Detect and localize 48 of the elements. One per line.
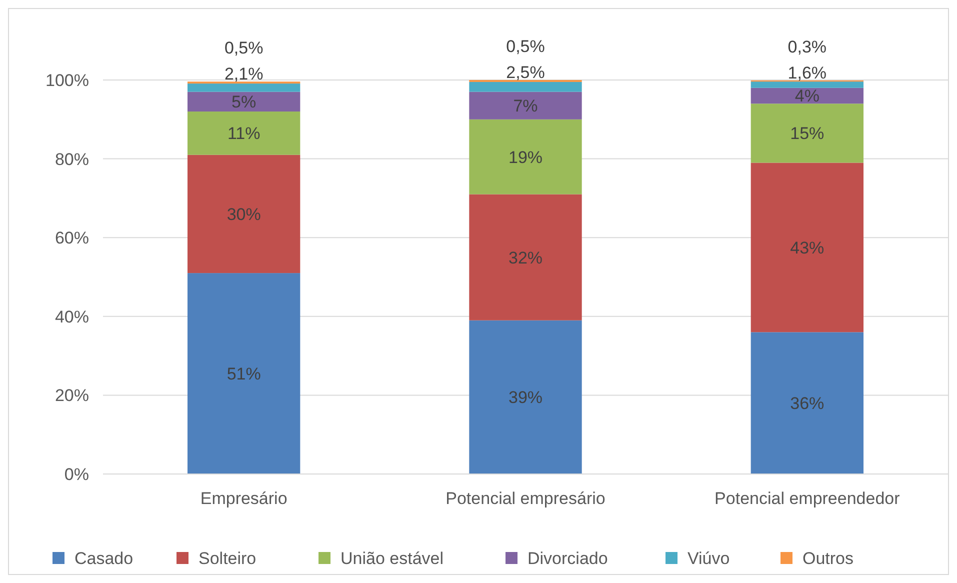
y-tick-label: 0% <box>64 464 89 484</box>
data-label: 7% <box>513 96 538 116</box>
bar <box>469 194 582 320</box>
data-label: 0,3% <box>788 37 827 56</box>
x-tick-label: Potencial empresário <box>446 489 606 508</box>
bar <box>469 82 582 92</box>
bar <box>469 92 582 120</box>
data-label: 43% <box>790 238 824 258</box>
y-tick-label: 100% <box>46 70 89 90</box>
data-label: 51% <box>226 364 261 384</box>
data-label: 2,5% <box>506 62 545 82</box>
bar <box>188 84 300 92</box>
data-label: 2,1% <box>224 64 264 84</box>
legend-label: União estável <box>340 548 444 568</box>
bar <box>188 92 300 112</box>
data-label: 30% <box>226 204 261 224</box>
data-label: 11% <box>227 124 260 144</box>
bar <box>188 112 300 155</box>
y-tick-label: 40% <box>54 307 89 326</box>
bar <box>469 320 582 474</box>
legend-label: Outros <box>802 548 854 568</box>
legend-label: Divorciado <box>528 548 608 568</box>
legend-label: Viúvo <box>688 548 730 568</box>
data-label: 0,5% <box>506 36 545 56</box>
data-label: 5% <box>232 92 256 112</box>
x-tick-label: Potencial empreendedor <box>714 489 900 508</box>
y-tick-label: 80% <box>54 150 89 169</box>
bar <box>188 273 300 474</box>
data-label: 1,6% <box>788 63 827 82</box>
data-label: 39% <box>508 388 543 408</box>
bar <box>750 88 864 104</box>
data-label: 19% <box>508 148 543 167</box>
y-tick-label: 20% <box>54 386 89 406</box>
data-label: 36% <box>790 394 824 414</box>
legend-label: Solteiro <box>198 548 256 568</box>
bar <box>750 82 864 88</box>
x-tick-label: Empresário <box>200 489 288 508</box>
data-label: 15% <box>790 124 824 144</box>
data-label: 4% <box>794 86 820 106</box>
bar <box>750 104 864 163</box>
bar <box>469 119 582 194</box>
y-tick-label: 60% <box>54 228 89 248</box>
legend-label: Casado <box>74 548 134 568</box>
bar <box>750 162 864 332</box>
data-label: 32% <box>508 248 543 268</box>
data-label: 0,5% <box>224 38 264 58</box>
bar <box>188 154 300 274</box>
bar <box>750 332 864 474</box>
